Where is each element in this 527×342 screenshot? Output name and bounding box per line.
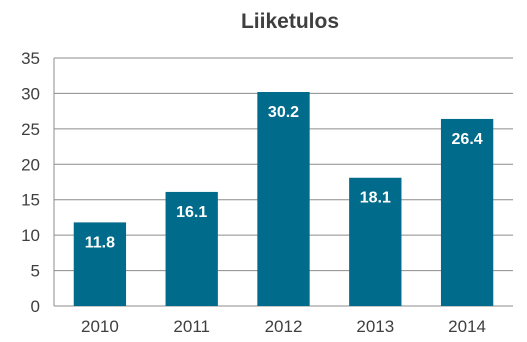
- bar: [165, 191, 218, 306]
- x-tick-label: 2013: [356, 317, 394, 336]
- y-tick-label: 20: [21, 155, 40, 174]
- chart-title: Liiketulos: [241, 10, 339, 33]
- bar: [349, 177, 402, 306]
- data-label: 30.2: [268, 104, 299, 121]
- x-tick-label: 2012: [265, 317, 303, 336]
- y-tick-label: 10: [21, 226, 40, 245]
- data-label: 18.1: [360, 190, 391, 207]
- x-axis-tick-labels: 2010 2011 2012 2013 2014: [81, 317, 486, 336]
- y-tick-label: 30: [21, 84, 40, 103]
- y-tick-label: 0: [31, 297, 40, 316]
- x-tick-label: 2011: [173, 317, 210, 336]
- bar: [257, 92, 310, 306]
- y-axis-tick-labels: 0 5 10 15 20 25 30 35: [21, 49, 40, 316]
- bars: [73, 92, 494, 307]
- y-tick-label: 15: [21, 191, 40, 210]
- y-tick-label: 25: [21, 120, 40, 139]
- data-label: 11.8: [85, 234, 115, 251]
- bar: [73, 222, 127, 306]
- x-tick-label: 2014: [448, 317, 486, 336]
- data-label: 16.1: [176, 204, 207, 221]
- y-tick-label: 35: [21, 49, 40, 68]
- y-tick-label: 5: [31, 262, 40, 281]
- bar: [440, 118, 494, 307]
- x-tick-label: 2010: [81, 317, 119, 336]
- data-labels: 11.8 16.1 30.2 18.1 26.4: [85, 104, 483, 251]
- data-label: 26.4: [452, 131, 483, 148]
